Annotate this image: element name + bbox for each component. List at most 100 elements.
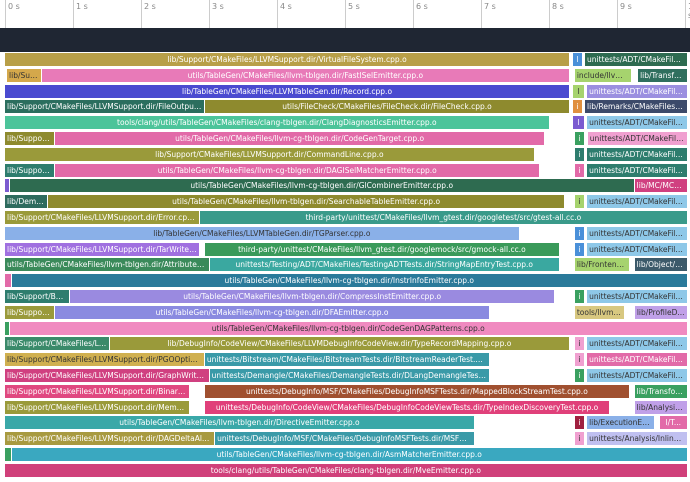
task-bar: i bbox=[574, 353, 586, 367]
task-bar: lib/Support/CMakeFiles/LLVMSupport.dir/C… bbox=[5, 147, 535, 161]
task-bar: lib/Support/B... bbox=[5, 305, 56, 319]
tick-mark bbox=[73, 0, 74, 28]
task-label: utils/TableGen/CMakeFiles/llvm-cg-tblgen… bbox=[157, 165, 437, 175]
task-bar bbox=[5, 448, 12, 461]
task-label: l bbox=[576, 55, 579, 64]
task-label: i bbox=[578, 244, 581, 254]
task-bar: i bbox=[574, 147, 586, 161]
task-bar: lib/Supp... bbox=[7, 68, 42, 82]
task-label: lib/Support/BLA... bbox=[7, 292, 71, 301]
task-bar: lib/ExecutionEngi... bbox=[587, 416, 656, 430]
task-bar: utils/TableGen/CMakeFiles/llvm-cg-tblgen… bbox=[11, 274, 688, 288]
task-label: unittests/ADT/CMakeFiles/... bbox=[589, 339, 688, 349]
task-label: i bbox=[578, 134, 581, 143]
task-label: lib/DebugInfo/CodeView/CMakeFiles/LLVMDe… bbox=[167, 339, 512, 349]
task-label: include/llvm/T... bbox=[576, 70, 632, 80]
task-label: lib/Support/... bbox=[7, 134, 56, 143]
task-label: utils/TableGen/CMakeFiles/llvm-cg-tblgen… bbox=[175, 134, 425, 143]
task-label: lib/Support/B... bbox=[7, 307, 56, 317]
task-label: unittests/DebugInfo/MSF/CMakeFiles/Debug… bbox=[217, 434, 474, 444]
task-label: i bbox=[578, 197, 581, 207]
task-label: unittests/Bitstream/CMakeFiles/Bitstream… bbox=[206, 355, 490, 365]
task-bar: utils/FileCheck/CMakeFiles/FileCheck.dir… bbox=[204, 100, 571, 114]
task-bar: utils/TableGen/CMakeFiles/llvm-tblgen.di… bbox=[70, 290, 556, 303]
task-label: lib/Remarks/CMakeFiles/LL... bbox=[587, 102, 688, 112]
task-label: lib/Support/CMakeFiles/LLVMSupport.dir/E… bbox=[7, 213, 199, 222]
task-label: lib/Object/C... bbox=[636, 260, 688, 270]
task-label: i bbox=[578, 292, 581, 301]
task-label: unittests/ADT/CMakeFiles/... bbox=[589, 149, 688, 159]
task-bar: utils/TableGen/CMakeFiles/llvm-tblgen.di… bbox=[5, 416, 475, 430]
tick-mark bbox=[617, 0, 618, 28]
task-bar: utils/TableGen/CMakeFiles/llvm-cg-tblgen… bbox=[55, 305, 490, 319]
task-bar: lib/Object/C... bbox=[634, 258, 688, 272]
task-label: unittests/ADT/CMakeFiles/... bbox=[589, 355, 688, 365]
task-label: third-party/unittest/CMakeFiles/llvm_gte… bbox=[305, 213, 582, 222]
task-label: unittests/ADT/CMakeFiles/... bbox=[589, 165, 688, 175]
x-tick-label: 3 s bbox=[212, 2, 224, 11]
task-label: utils/FileCheck/CMakeFiles/FileCheck.dir… bbox=[282, 102, 492, 112]
task-bar: lib/Frontend... bbox=[574, 258, 630, 272]
task-label: i bbox=[578, 228, 581, 238]
task-label: utils/TableGen/CMakeFiles/llvm-tblgen.di… bbox=[172, 197, 441, 207]
task-bar: i bbox=[574, 195, 586, 209]
task-label: utils/TableGen/CMakeFiles/llvm-cg-tblgen… bbox=[224, 276, 474, 286]
task-label: unittests/ADT/CMakeFiles/... bbox=[589, 86, 688, 96]
task-bar: i bbox=[574, 369, 586, 382]
task-label: unittests/ADT/CMakeFiles/... bbox=[589, 134, 688, 143]
task-bar: lib/TableGen/CMakeFiles/LLVMTableGen.dir… bbox=[5, 84, 571, 98]
task-bar: unittests/ADT/CMakeFiles/... bbox=[587, 337, 688, 351]
tick-mark bbox=[5, 0, 6, 28]
task-bar: lib/Support/CMakeFiles/LLVMSupport.dir/B… bbox=[5, 384, 190, 398]
x-tick-label: 6 s bbox=[416, 2, 428, 11]
task-bar: l bbox=[572, 116, 586, 130]
task-bar: i bbox=[574, 416, 586, 430]
task-label: lib/Support/CMakeFiles/LLVMSupport.dir/G… bbox=[7, 371, 210, 380]
x-tick-label: 10 s bbox=[688, 2, 690, 20]
task-label: unittests/Testing/ADT/CMakeFiles/Testing… bbox=[235, 260, 533, 270]
task-label: lib/Supp... bbox=[9, 70, 42, 80]
task-bar: utils/TableGen/CMakeFiles/llvm-cg-tblgen… bbox=[55, 163, 541, 177]
task-bar: third-party/unittest/CMakeFiles/llvm_gte… bbox=[204, 242, 560, 256]
task-bar: unittests/ADT/CMakeFiles/... bbox=[587, 147, 688, 161]
task-bar bbox=[5, 321, 10, 335]
task-bar: unittests/ADT/CMakeFiles/... bbox=[587, 116, 688, 130]
task-label: unittests/ADT/CMakeFiles/... bbox=[589, 197, 688, 207]
x-tick-label: 5 s bbox=[348, 2, 360, 11]
task-bar: unittests/Bitstream/CMakeFiles/Bitstream… bbox=[204, 353, 490, 367]
task-bar: lib/Support/... bbox=[5, 163, 56, 177]
task-bar: unittests/Testing/ADT/CMakeFiles/Testing… bbox=[209, 258, 560, 272]
task-bar: lib/Transfor... bbox=[634, 384, 688, 398]
task-label: tools/clang/utils/TableGen/CMakeFiles/cl… bbox=[210, 465, 481, 475]
task-label: unittests/ADT/CMakeFiles/... bbox=[589, 118, 688, 128]
task-label: tools/clang/utils/TableGen/CMakeFiles/cl… bbox=[117, 118, 437, 128]
task-bar: i bbox=[574, 242, 586, 256]
task-label: lib/Support/CMakeFiles/LLVMSupport.dir/F… bbox=[7, 102, 205, 112]
task-bar: tools/clang/utils/TableGen/CMakeFiles/cl… bbox=[5, 116, 550, 130]
task-bar: utils/TableGen/CMakeFiles/llvm-cg-tblgen… bbox=[11, 448, 688, 461]
task-bar: lib/Transfor... bbox=[638, 68, 688, 82]
x-tick-label: 7 s bbox=[484, 2, 496, 11]
task-label: third-party/unittest/CMakeFiles/llvm_gte… bbox=[238, 244, 526, 254]
task-label: l bbox=[577, 118, 580, 128]
task-label: utils/TableGen/CMakeFiles/llvm-tblgen.di… bbox=[183, 292, 442, 301]
task-bar: unittests/DebugInfo/CodeView/CMakeFiles/… bbox=[204, 400, 611, 414]
tick-mark bbox=[549, 0, 550, 28]
task-label: lib/Frontend... bbox=[576, 260, 629, 270]
task-bar: lib/TableGen/CMakeFiles/LLVMTableGen.dir… bbox=[5, 226, 520, 240]
task-bar: lib/Support/CMakeFiles/LLVMSupport.dir/V… bbox=[5, 53, 571, 66]
task-label: lib/Analysis... bbox=[636, 402, 687, 412]
task-bar: unittests/ADT/CMakeFiles/... bbox=[587, 163, 688, 177]
task-label: lib/Support/CMakeFiles/LLVMSupport.dir/D… bbox=[7, 434, 216, 444]
task-bar: unittests/DebugInfo/MSF/CMakeFiles/Debug… bbox=[204, 384, 630, 398]
task-bar: i bbox=[574, 337, 586, 351]
x-tick-label: 0 s bbox=[8, 2, 20, 11]
task-bar: l bbox=[572, 84, 586, 98]
task-bar: lib/Support/CMakeFiles/LLVMSupport.dir/F… bbox=[5, 100, 205, 114]
task-bar: tools/clang/utils/TableGen/CMakeFiles/cl… bbox=[5, 463, 688, 477]
task-bar: unittests/ADT/CMakeFiles/... bbox=[587, 290, 688, 303]
task-bar: utils/TableGen/CMakeFiles/llvm-tblgen.di… bbox=[5, 258, 210, 272]
header-band bbox=[0, 28, 690, 52]
task-bar: unittests/ADT/CMakeFiles/... bbox=[587, 226, 688, 240]
